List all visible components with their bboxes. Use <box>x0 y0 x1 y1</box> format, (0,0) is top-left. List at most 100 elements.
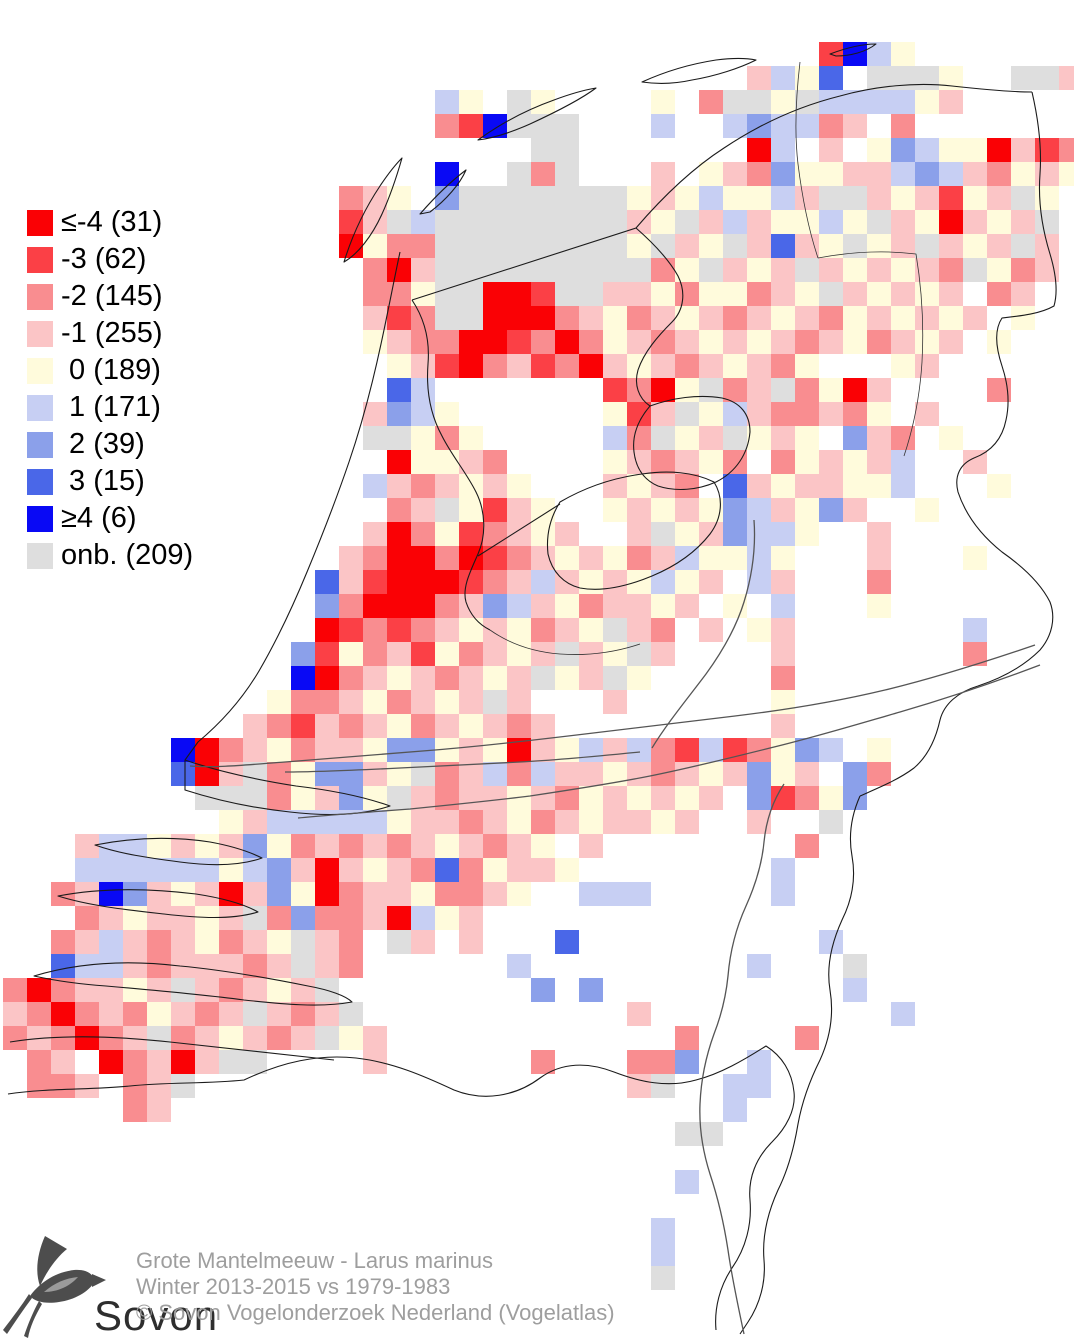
grid-cell <box>147 882 171 906</box>
grid-cell <box>723 762 747 786</box>
grid-cell <box>123 930 147 954</box>
grid-cell <box>339 714 363 738</box>
river-ijssel-path <box>651 519 756 749</box>
grid-cell <box>987 330 1011 354</box>
grid-cell <box>291 1026 315 1050</box>
grid-cell <box>843 282 867 306</box>
grid-cell <box>747 954 771 978</box>
grid-cell <box>675 450 699 474</box>
grid-cell <box>795 234 819 258</box>
grid-cell <box>579 186 603 210</box>
grid-cell <box>411 522 435 546</box>
grid-cell <box>723 474 747 498</box>
grid-cell <box>387 594 411 618</box>
grid-cell <box>603 354 627 378</box>
grid-cell <box>435 618 459 642</box>
grid-cell <box>483 810 507 834</box>
grid-cell <box>147 906 171 930</box>
grid-cell <box>939 282 963 306</box>
grid-cell <box>171 1074 195 1098</box>
grid-cell <box>795 330 819 354</box>
legend-item: -3 (62) <box>27 241 193 278</box>
grid-cell <box>531 210 555 234</box>
grid-cell <box>531 1050 555 1074</box>
grid-cell <box>627 450 651 474</box>
grid-cell <box>219 930 243 954</box>
grid-cell <box>459 690 483 714</box>
grid-cell <box>411 234 435 258</box>
grid-cell <box>123 882 147 906</box>
grid-cell <box>891 474 915 498</box>
grid-cell <box>195 786 219 810</box>
grid-cell <box>963 234 987 258</box>
grid-cell <box>219 906 243 930</box>
grid-cell <box>387 882 411 906</box>
grid-cell <box>675 306 699 330</box>
grid-cell <box>915 498 939 522</box>
grid-cell <box>435 642 459 666</box>
grid-cell <box>603 258 627 282</box>
grid-cell <box>675 402 699 426</box>
grid-cell <box>435 906 459 930</box>
grid-cell <box>315 690 339 714</box>
grid-cell <box>459 282 483 306</box>
grid-cell <box>867 282 891 306</box>
grid-cell <box>291 834 315 858</box>
copyright-line: © Sovon Vogelonderzoek Nederland (Vogela… <box>136 1300 615 1325</box>
grid-cell <box>459 114 483 138</box>
grid-cell <box>579 570 603 594</box>
grid-cell <box>747 234 771 258</box>
legend-swatch <box>27 283 53 310</box>
grid-cell <box>915 90 939 114</box>
legend: ≤-4 (31) -3 (62) -2 (145) -1 (255) 0 (189) … <box>27 204 193 574</box>
grid-cell <box>483 570 507 594</box>
grid-cell <box>579 834 603 858</box>
grid-cell <box>843 258 867 282</box>
grid-cell <box>459 738 483 762</box>
ijsselmeer-east-path <box>635 227 684 407</box>
legend-label: 0 (189) <box>61 354 161 386</box>
grid-cell <box>1035 234 1059 258</box>
grid-cell <box>459 498 483 522</box>
legend-swatch <box>27 431 53 458</box>
grid-cell <box>603 546 627 570</box>
grid-cell <box>723 1074 747 1098</box>
grid-cell <box>531 162 555 186</box>
grid-cell <box>939 210 963 234</box>
grid-cell <box>483 522 507 546</box>
grid-cell <box>771 186 795 210</box>
grid-cell <box>795 258 819 282</box>
grid-cell <box>315 834 339 858</box>
grid-cell <box>651 450 675 474</box>
grid-cell <box>843 474 867 498</box>
grid-cell <box>195 1050 219 1074</box>
grid-cell <box>651 762 675 786</box>
grid-cell <box>195 978 219 1002</box>
grid-cell <box>195 834 219 858</box>
grid-cell <box>939 186 963 210</box>
grid-cell <box>387 402 411 426</box>
grid-cell <box>411 930 435 954</box>
grid-cell <box>363 666 387 690</box>
grid-cell <box>675 474 699 498</box>
grid-cell <box>411 498 435 522</box>
river-lek-path <box>284 751 641 773</box>
grid-cell <box>627 498 651 522</box>
grid-cell <box>771 234 795 258</box>
grid-cell <box>675 1122 699 1146</box>
grid-cell <box>1011 138 1035 162</box>
legend-label: onb. (209) <box>61 539 194 571</box>
grid-cell <box>675 594 699 618</box>
grid-cell <box>339 642 363 666</box>
grid-cell <box>627 642 651 666</box>
grid-cell <box>195 906 219 930</box>
grid-cell <box>651 282 675 306</box>
grid-cell <box>459 810 483 834</box>
grid-cell <box>747 282 771 306</box>
grid-cell <box>51 930 75 954</box>
grid-cell <box>531 642 555 666</box>
grid-cell <box>771 66 795 90</box>
grid-cell <box>867 450 891 474</box>
grid-cell <box>627 738 651 762</box>
